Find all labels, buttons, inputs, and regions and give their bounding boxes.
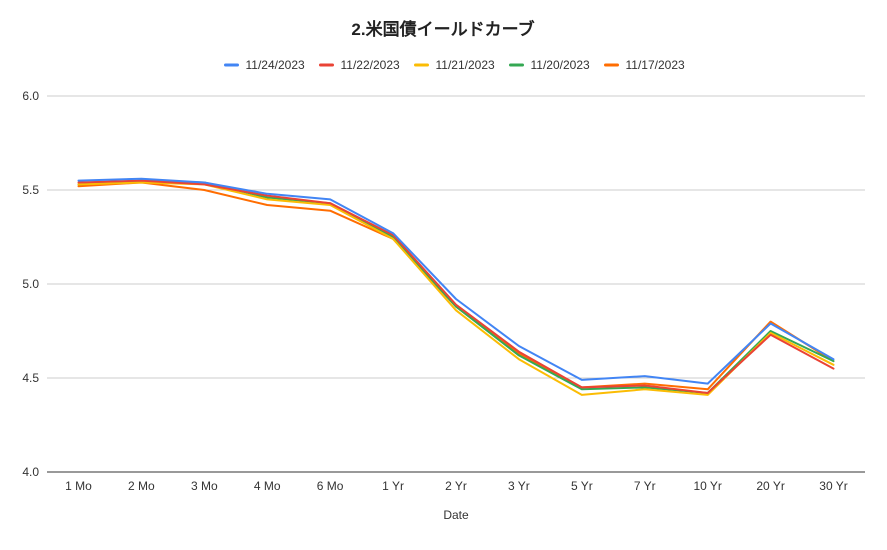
x-tick-label: 3 Mo: [191, 479, 218, 493]
series-line: [77, 181, 835, 391]
x-tick-label: 4 Mo: [254, 479, 281, 493]
x-tick-label: 2 Mo: [128, 479, 155, 493]
series-line: [77, 179, 835, 394]
chart-title: 2.米国債イールドカーブ: [351, 19, 534, 39]
legend-label: 11/17/2023: [626, 58, 685, 72]
x-tick-label: 1 Mo: [65, 479, 92, 493]
x-tick-label: 1 Yr: [382, 479, 404, 493]
x-tick-label: 5 Yr: [571, 479, 593, 493]
x-tick-label: 20 Yr: [756, 479, 784, 493]
y-tick-label: 6.0: [22, 89, 39, 103]
series-lines: [77, 177, 835, 396]
x-tick-label: 3 Yr: [508, 479, 530, 493]
y-tick-label: 4.0: [22, 465, 39, 479]
legend-label: 11/20/2023: [531, 58, 590, 72]
y-tick-label: 5.0: [22, 277, 39, 291]
y-axis-ticks: 4.0 4.5 5.0 5.5 6.0: [22, 89, 39, 479]
x-axis-title: Date: [443, 508, 469, 522]
x-tick-label: 7 Yr: [634, 479, 656, 493]
y-tick-label: 5.5: [22, 183, 39, 197]
legend-label: 11/22/2023: [341, 58, 400, 72]
x-tick-label: 6 Mo: [317, 479, 344, 493]
x-tick-label: 2 Yr: [445, 479, 467, 493]
gridlines: [47, 95, 865, 473]
x-tick-label: 30 Yr: [819, 479, 847, 493]
series-line: [77, 177, 835, 385]
x-tick-label: 10 Yr: [693, 479, 721, 493]
series-line: [77, 179, 835, 394]
series-line: [77, 181, 835, 396]
legend: 11/24/2023 11/22/2023 11/21/2023 11/20/2023…: [224, 58, 685, 72]
legend-label: 11/24/2023: [246, 58, 305, 72]
y-tick-label: 4.5: [22, 371, 39, 385]
x-axis-ticks: 1 Mo 2 Mo 3 Mo 4 Mo 6 Mo 1 Yr 2 Yr 3 Yr 5 Yr 7 Yr…: [65, 479, 848, 493]
legend-label: 11/21/2023: [436, 58, 495, 72]
